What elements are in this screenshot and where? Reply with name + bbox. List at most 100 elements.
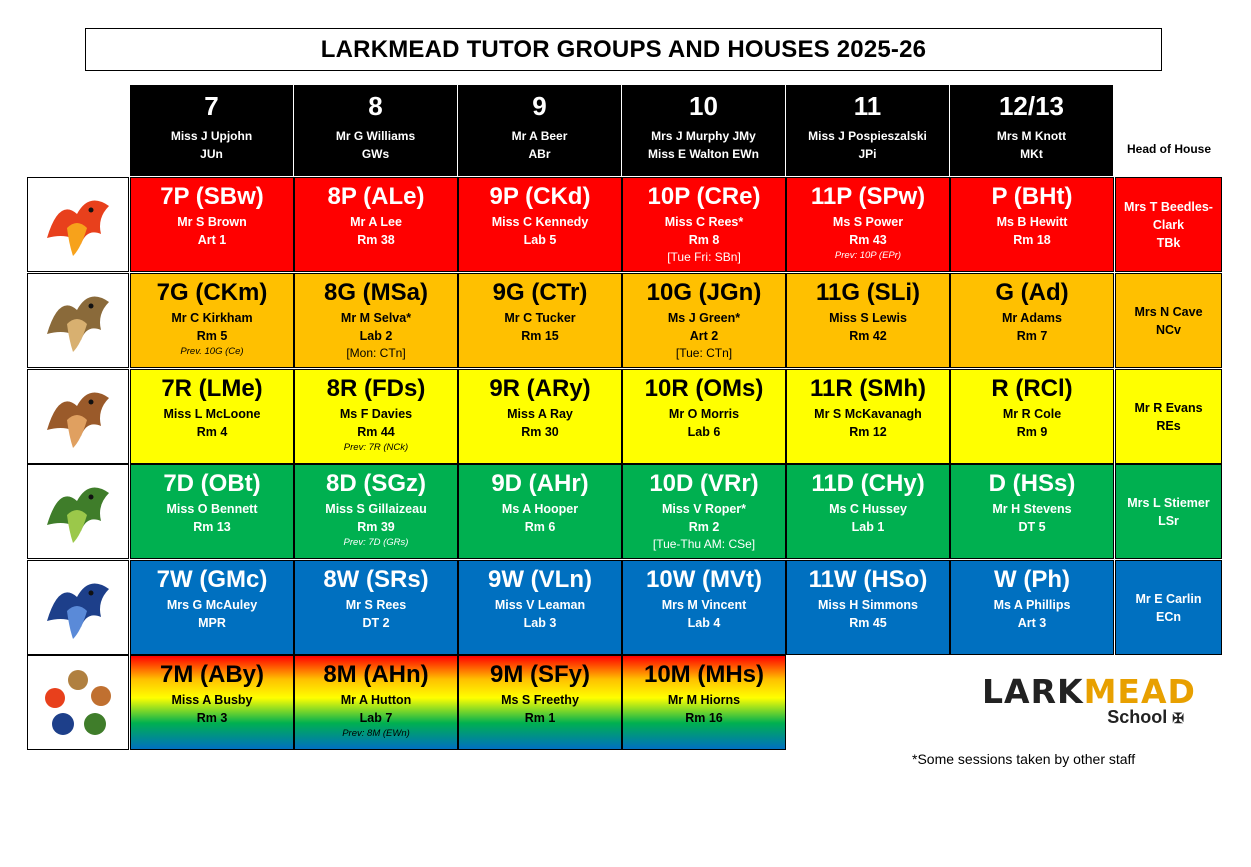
tutor-group-code: 8R (FDs) <box>326 375 426 402</box>
year-number: 9 <box>532 91 547 121</box>
cover-note: [Tue: CTn] <box>675 346 733 360</box>
tutor-group-code: 10R (OMs) <box>644 375 764 402</box>
tutor-group-code: 10P (CRe) <box>647 183 761 210</box>
tutor-room: Lab 6 <box>687 425 721 439</box>
tutor-group-cell: 8W (SRs) Mr S Rees DT 2 <box>294 560 458 655</box>
tutor-room: Rm 42 <box>849 329 887 343</box>
tutor-group-code: 11R (SMh) <box>809 375 926 402</box>
tutor-group-cell: 10P (CRe) Miss C Rees* Rm 8 [Tue Fri: SBn] <box>622 177 786 272</box>
head-of-house-name: Mr E Carlin <box>1135 591 1202 606</box>
cover-note: [Tue-Thu AM: CSe] <box>652 537 756 551</box>
year-header-6: 12/13 Mrs M Knott MKt <box>950 85 1114 176</box>
head-of-year-code: JUn <box>200 147 223 161</box>
tutor-name: Miss S Gillaizeau <box>325 502 427 516</box>
head-of-house-name: Mr R Evans <box>1134 400 1203 415</box>
tutor-group-cell: 11P (SPw) Ms S Power Rm 43 Prev: 10P (EPr) <box>786 177 950 272</box>
tutor-room: Rm 16 <box>685 711 723 725</box>
year-number: 12/13 <box>998 91 1065 121</box>
head-of-house-code: NCv <box>1155 322 1181 337</box>
head-of-year-code: GWs <box>361 147 390 161</box>
roc-eagle-icon <box>27 369 129 464</box>
year-header-1: 7 Miss J Upjohn JUn <box>130 85 294 176</box>
tutor-group-cell: 11W (HSo) Miss H Simmons Rm 45 <box>786 560 950 655</box>
tutor-group-cell: 10W (MVt) Mrs M Vincent Lab 4 <box>622 560 786 655</box>
tutor-name: Mr S Rees <box>345 598 407 612</box>
tutor-group-code: 9W (VLn) <box>488 566 592 593</box>
tutor-group-cell: 8P (ALe) Mr A Lee Rm 38 <box>294 177 458 272</box>
tutor-group-cell: 10D (VRr) Miss V Roper* Rm 2 [Tue-Thu AM: C… <box>622 464 786 559</box>
head-of-year-name: Mrs M Knott <box>996 129 1067 143</box>
previous-group-note: Prev: 7D (GRs) <box>343 537 409 548</box>
head-of-year-name: Mrs J Murphy JMy <box>651 129 756 143</box>
tutor-group-cell: G (Ad) Mr Adams Rm 7 <box>950 273 1114 368</box>
tutor-name: Miss C Kennedy <box>491 215 589 229</box>
wyvern-icon <box>27 560 129 655</box>
head-of-house-code: LSr <box>1158 513 1179 528</box>
tutor-group-cell: 8R (FDs) Ms F Davies Rm 44 Prev: 7R (NCk) <box>294 369 458 464</box>
tutor-group-code: 11D (CHy) <box>811 470 925 497</box>
head-of-year-name: Mr A Beer <box>511 129 568 143</box>
year-header-3: 9 Mr A Beer ABr <box>458 85 622 176</box>
tutor-name: Ms A Phillips <box>993 598 1071 612</box>
larkmead-school-logo: LARKMEAD School ✠ <box>982 672 1196 728</box>
tutor-group-cell: 9R (ARy) Miss A Ray Rm 30 <box>458 369 622 464</box>
head-of-house-dragon: Mrs L Stiemer LSr <box>1115 464 1222 559</box>
tutor-name: Mr C Tucker <box>504 311 576 325</box>
year-number: 7 <box>204 91 219 121</box>
year-header-5: 11 Miss J Pospieszalski JPi <box>786 85 950 176</box>
tutor-room: Rm 43 <box>849 233 887 247</box>
tutor-group-code: 9R (ARy) <box>489 375 591 402</box>
tutor-group-code: 11P (SPw) <box>810 183 926 210</box>
tutor-group-cell: W (Ph) Ms A Phillips Art 3 <box>950 560 1114 655</box>
tutor-room: Rm 9 <box>1016 425 1048 439</box>
tutor-group-code: 9P (CKd) <box>489 183 591 210</box>
head-of-house-name: Mrs N Cave <box>1134 304 1203 319</box>
tutor-group-code: 10G (JGn) <box>646 279 762 306</box>
tutor-group-cell: R (RCl) Mr R Cole Rm 9 <box>950 369 1114 464</box>
tutor-group-code: W (Ph) <box>994 566 1070 593</box>
tutor-group-cell: 8G (MSa) Mr M Selva* Lab 2 [Mon: CTn] <box>294 273 458 368</box>
tutor-name: Ms A Hooper <box>501 502 579 516</box>
tutor-room: MPR <box>198 616 226 630</box>
tutor-room: Rm 1 <box>524 711 556 725</box>
tutor-group-code: 9G (CTr) <box>492 279 588 306</box>
tutor-room: Rm 3 <box>196 711 228 725</box>
tutor-name: Ms C Hussey <box>829 502 907 516</box>
head-of-house-griffin: Mrs N Cave NCv <box>1115 273 1222 368</box>
tutor-name: Miss H Simmons <box>817 598 919 612</box>
tutor-group-cell: 7M (ABy) Miss A Busby Rm 3 <box>130 655 294 750</box>
tutor-name: Miss V Roper* <box>661 502 747 516</box>
tutor-group-cell: 10M (MHs) Mr M Hiorns Rm 16 <box>622 655 786 750</box>
year-number: 8 <box>368 91 383 121</box>
tutor-group-code: 7D (OBt) <box>163 470 261 497</box>
cover-note: [Mon: CTn] <box>346 346 406 360</box>
tutor-room: DT 2 <box>362 616 390 630</box>
tutor-group-cell: D (HSs) Mr H Stevens DT 5 <box>950 464 1114 559</box>
tutor-room: Rm 8 <box>688 233 720 247</box>
head-of-year-code: JPi <box>858 147 877 161</box>
previous-group-note: Prev: 8M (EWn) <box>342 728 410 739</box>
tutor-name: Mr A Lee <box>350 215 402 229</box>
tutor-room: Lab 1 <box>851 520 885 534</box>
tutor-room: Rm 4 <box>196 425 228 439</box>
tutor-name: Miss L McLoone <box>163 407 261 421</box>
tutor-room: Rm 12 <box>849 425 887 439</box>
cover-note: [Tue Fri: SBn] <box>667 250 741 264</box>
tutor-name: Ms B Hewitt <box>996 215 1068 229</box>
head-of-year-code: MKt <box>1020 147 1043 161</box>
tutor-group-cell: 8D (SGz) Miss S Gillaizeau Rm 39 Prev: 7D (… <box>294 464 458 559</box>
head-of-year-name: Mr G Williams <box>335 129 416 143</box>
previous-group-note: Prev. 10G (Ce) <box>180 346 244 357</box>
head-of-house-code: TBk <box>1156 235 1181 250</box>
tutor-group-code: 8D (SGz) <box>325 470 426 497</box>
tutor-group-cell: 7P (SBw) Mr S Brown Art 1 <box>130 177 294 272</box>
tutor-group-code: D (HSs) <box>988 470 1076 497</box>
tutor-group-code: 7M (ABy) <box>159 661 264 688</box>
tutor-room: Rm 38 <box>357 233 395 247</box>
tutor-name: Mr H Stevens <box>992 502 1072 516</box>
head-of-year-code: ABr <box>528 147 551 161</box>
previous-group-note: Prev: 10P (EPr) <box>834 250 902 261</box>
page-title: LARKMEAD TUTOR GROUPS AND HOUSES 2025-26 <box>85 28 1162 71</box>
tutor-group-cell: 7G (CKm) Mr C Kirkham Rm 5 Prev. 10G (Ce) <box>130 273 294 368</box>
head-of-house-roc: Mr R Evans REs <box>1115 369 1222 464</box>
